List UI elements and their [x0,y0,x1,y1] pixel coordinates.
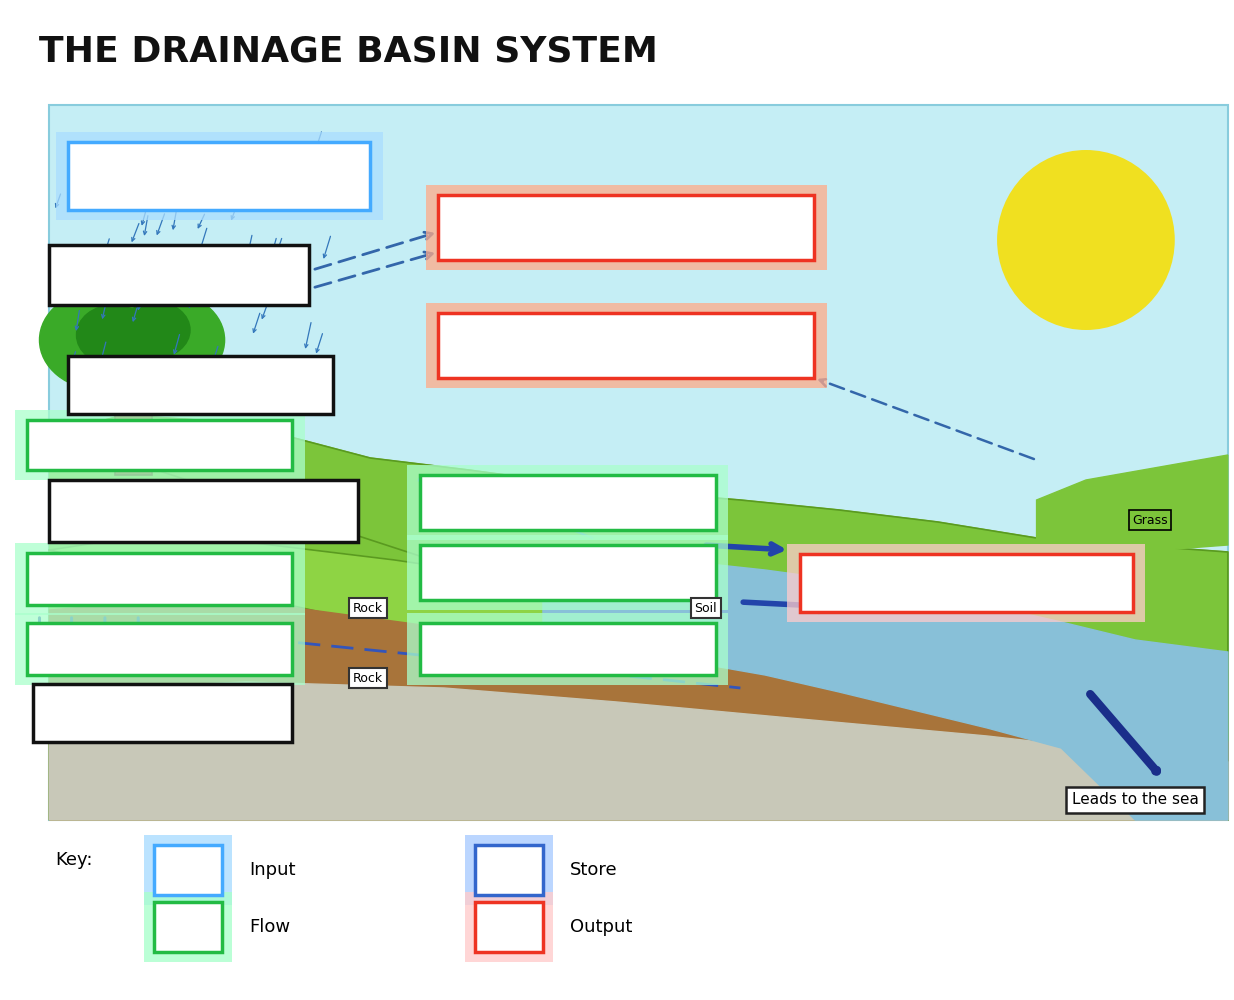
FancyBboxPatch shape [15,410,305,480]
Ellipse shape [997,150,1175,330]
FancyBboxPatch shape [56,132,383,220]
FancyBboxPatch shape [154,902,222,952]
Text: Leads to the sea: Leads to the sea [1072,792,1198,808]
FancyBboxPatch shape [49,245,308,305]
FancyBboxPatch shape [787,544,1145,622]
Bar [115,365,152,475]
FancyBboxPatch shape [420,623,716,675]
FancyBboxPatch shape [144,835,232,905]
Text: Output: Output [570,918,633,936]
Circle shape [62,260,173,350]
FancyBboxPatch shape [407,465,728,540]
Circle shape [39,290,163,390]
Polygon shape [49,415,1228,820]
FancyBboxPatch shape [27,420,292,470]
Polygon shape [49,600,1228,820]
FancyBboxPatch shape [465,835,553,905]
FancyBboxPatch shape [27,623,292,675]
FancyBboxPatch shape [27,553,292,605]
Text: Rock: Rock [353,672,383,684]
FancyBboxPatch shape [15,543,305,615]
FancyBboxPatch shape [475,902,543,952]
Circle shape [99,270,197,350]
FancyBboxPatch shape [68,142,370,210]
Polygon shape [1037,455,1228,555]
Text: Input: Input [249,861,296,879]
Polygon shape [123,438,234,450]
Text: Store: Store [570,861,618,879]
FancyBboxPatch shape [407,535,728,610]
FancyBboxPatch shape [154,845,222,895]
Polygon shape [49,535,1228,820]
Circle shape [57,258,210,382]
Bar [49,105,1228,820]
Circle shape [106,292,225,388]
Text: THE DRAINAGE BASIN SYSTEM: THE DRAINAGE BASIN SYSTEM [39,35,659,69]
FancyBboxPatch shape [144,892,232,962]
FancyBboxPatch shape [426,303,827,388]
FancyBboxPatch shape [420,545,716,600]
FancyBboxPatch shape [68,356,333,414]
Polygon shape [543,550,1228,820]
FancyBboxPatch shape [438,195,814,260]
FancyBboxPatch shape [420,475,716,530]
FancyBboxPatch shape [33,684,292,742]
FancyBboxPatch shape [800,554,1133,612]
FancyBboxPatch shape [426,185,827,270]
FancyBboxPatch shape [475,845,543,895]
Circle shape [81,313,185,397]
Text: Key:: Key: [56,851,93,869]
Circle shape [77,305,151,365]
FancyBboxPatch shape [465,892,553,962]
FancyBboxPatch shape [438,313,814,378]
Text: Soil: Soil [695,601,717,614]
Text: Flow: Flow [249,918,290,936]
FancyBboxPatch shape [407,613,728,685]
Circle shape [121,302,190,358]
Polygon shape [49,682,1228,820]
Text: Rock: Rock [353,601,383,614]
FancyBboxPatch shape [15,613,305,685]
FancyBboxPatch shape [49,480,358,542]
Text: Grass: Grass [1133,514,1167,526]
